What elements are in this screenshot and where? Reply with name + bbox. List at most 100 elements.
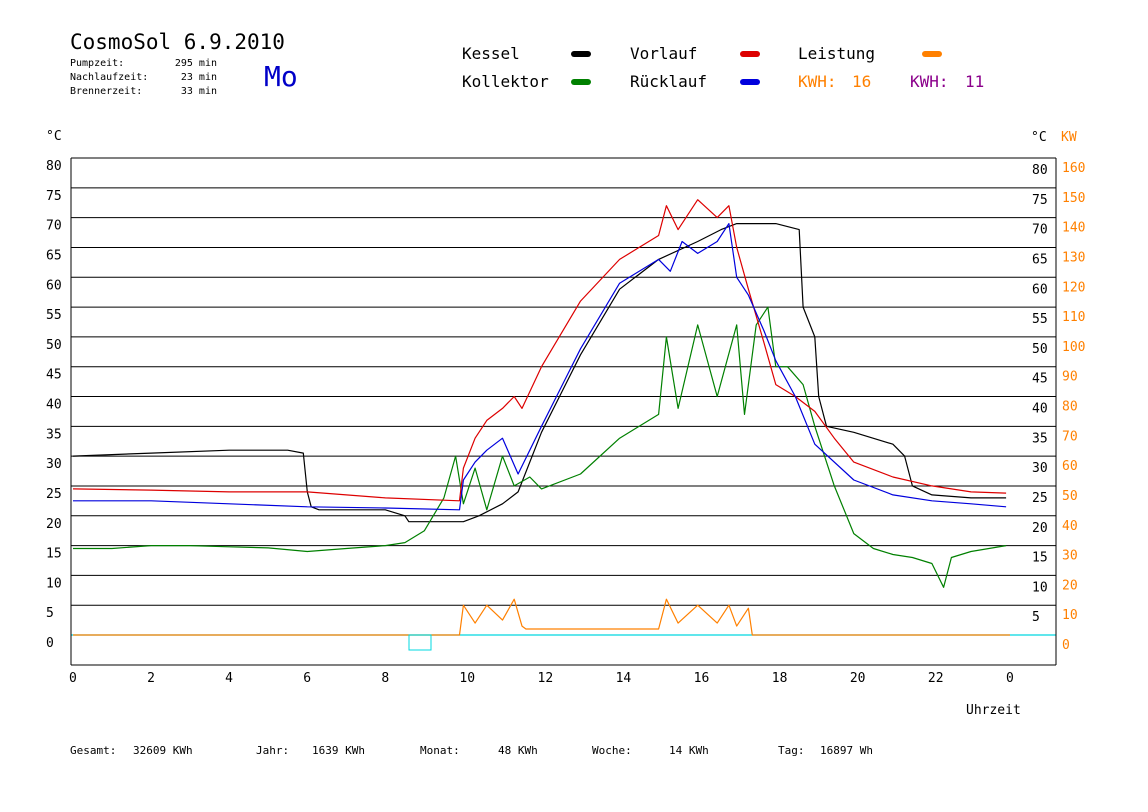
y-tick-right: 60 xyxy=(1032,282,1048,297)
y-tick-left: 20 xyxy=(46,517,62,532)
x-tick: 0 xyxy=(69,671,77,686)
x-tick: 12 xyxy=(538,671,554,686)
y-tick-right: 30 xyxy=(1032,461,1048,476)
y-tick-right: 5 xyxy=(1032,610,1040,625)
footer-tag-value: 16897 Wh xyxy=(820,744,873,757)
series-line-kollektor xyxy=(73,306,1007,588)
legend-kollektor-label: Kollektor xyxy=(462,72,549,91)
power-tick: 50 xyxy=(1062,489,1078,504)
power-tick: 80 xyxy=(1062,400,1078,415)
y-tick-left: 70 xyxy=(46,219,62,234)
y-axis-label-left: °C xyxy=(46,129,62,144)
y-tick-left: 30 xyxy=(46,457,62,472)
footer-monat-value: 48 KWh xyxy=(498,744,538,757)
x-tick: 20 xyxy=(850,671,866,686)
y-tick-left: 45 xyxy=(46,368,62,383)
y-tick-left: 65 xyxy=(46,248,62,263)
y-tick-left: 40 xyxy=(46,398,62,413)
x-axis-label: Uhrzeit xyxy=(966,703,1021,718)
footer-jahr-label: Jahr: xyxy=(256,744,290,757)
y-tick-right: 40 xyxy=(1032,402,1048,417)
y-tick-right: 80 xyxy=(1032,163,1048,178)
y-tick-right: 70 xyxy=(1032,223,1048,238)
x-tick: 8 xyxy=(381,671,389,686)
power-tick: 160 xyxy=(1062,161,1085,176)
power-tick: 30 xyxy=(1062,549,1078,564)
series-line-leistung xyxy=(73,598,1010,636)
series-line-vorlauf xyxy=(72,199,1007,502)
legend-leistung-label: Leistung xyxy=(798,44,876,63)
y-tick-right: 20 xyxy=(1032,521,1048,536)
y-tick-right: 25 xyxy=(1032,491,1048,506)
y-tick-left: 75 xyxy=(46,189,62,204)
y-tick-left: 80 xyxy=(46,159,62,174)
footer-tag-label: Tag: xyxy=(778,744,805,757)
power-tick: 90 xyxy=(1062,370,1078,385)
x-tick: 6 xyxy=(303,671,311,686)
y-tick-left: 10 xyxy=(46,576,62,591)
power-tick: 0 xyxy=(1062,638,1070,653)
power-tick: 10 xyxy=(1062,608,1078,623)
legend-ruecklauf-swatch xyxy=(740,79,760,85)
y-tick-left: 15 xyxy=(46,547,62,562)
legend-ruecklauf-label: Rücklauf xyxy=(630,72,708,91)
power-tick: 70 xyxy=(1062,429,1078,444)
y-tick-left: 0 xyxy=(46,636,54,651)
weekday-label: Mo xyxy=(264,60,298,93)
power-tick: 140 xyxy=(1062,221,1085,236)
series-line-rcklauf xyxy=(73,223,1007,511)
y-tick-right: 45 xyxy=(1032,372,1048,387)
footer-gesamt-label: Gesamt: xyxy=(70,744,117,757)
footer-woche-label: Woche: xyxy=(592,744,632,757)
x-tick: 2 xyxy=(147,671,155,686)
legend-kwh1-value: 16 xyxy=(852,72,872,91)
legend-vorlauf-label: Vorlauf xyxy=(630,44,698,63)
legend-kwh2-value: 11 xyxy=(965,72,985,91)
y-tick-left: 50 xyxy=(46,338,62,353)
y-tick-left: 60 xyxy=(46,278,62,293)
y-tick-left: 55 xyxy=(46,308,62,323)
legend-kwh2-label: KWH: xyxy=(910,72,949,91)
power-tick: 130 xyxy=(1062,250,1085,265)
chart-grid xyxy=(71,157,1056,636)
legend-kessel-label: Kessel xyxy=(462,44,520,63)
power-tick: 120 xyxy=(1062,280,1085,295)
legend-kollektor-swatch xyxy=(571,79,591,85)
zero-marker-box xyxy=(408,634,432,651)
footer-monat-label: Monat: xyxy=(420,744,460,757)
stat-value-brennerzeit: 33 min xyxy=(180,86,217,97)
x-tick: 14 xyxy=(616,671,632,686)
chart-axes xyxy=(70,158,1057,666)
y-tick-left: 5 xyxy=(46,606,54,621)
footer-gesamt-value: 32609 KWh xyxy=(133,744,193,757)
power-tick: 150 xyxy=(1062,191,1085,206)
x-tick: 16 xyxy=(694,671,710,686)
y-tick-right: 75 xyxy=(1032,193,1048,208)
chart-series xyxy=(72,199,1010,636)
y-tick-right: 35 xyxy=(1032,431,1048,446)
page-title: CosmoSol 6.9.2010 xyxy=(70,30,285,54)
footer-woche-value: 14 KWh xyxy=(669,744,709,757)
legend-vorlauf-swatch xyxy=(740,51,760,57)
y-tick-left: 25 xyxy=(46,487,62,502)
stat-value-pumpzeit: 295 min xyxy=(174,58,217,69)
power-tick: 100 xyxy=(1062,340,1085,355)
legend-kessel-swatch xyxy=(571,51,591,57)
y-tick-right: 65 xyxy=(1032,252,1048,267)
x-tick: 22 xyxy=(928,671,944,686)
x-tick: 18 xyxy=(772,671,788,686)
series-line-kessel xyxy=(72,223,1007,523)
y-tick-right: 15 xyxy=(1032,551,1048,566)
x-tick: 0 xyxy=(1006,671,1014,686)
y-axis-label-right: °C xyxy=(1031,130,1047,145)
y-tick-right: 50 xyxy=(1032,342,1048,357)
y-tick-right: 55 xyxy=(1032,312,1048,327)
y-tick-left: 35 xyxy=(46,427,62,442)
y-tick-right: 10 xyxy=(1032,580,1048,595)
power-tick: 40 xyxy=(1062,519,1078,534)
legend-leistung-swatch xyxy=(922,51,942,57)
y-axis-label-power: KW xyxy=(1061,130,1077,145)
x-tick: 4 xyxy=(225,671,233,686)
